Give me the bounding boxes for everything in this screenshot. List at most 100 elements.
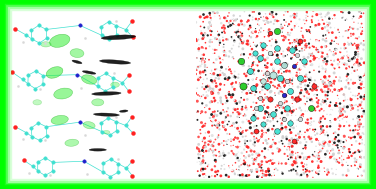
Point <box>220 152 226 155</box>
Point <box>226 152 232 155</box>
Point <box>205 94 211 97</box>
Point <box>321 144 327 147</box>
Point <box>322 57 328 60</box>
Point <box>358 174 364 177</box>
Point <box>341 146 347 149</box>
Point <box>193 84 199 88</box>
Point <box>193 111 199 114</box>
Point <box>217 88 223 91</box>
Point <box>272 116 278 119</box>
Point <box>318 102 324 105</box>
Point <box>336 122 342 125</box>
Point <box>350 33 356 36</box>
Point <box>344 115 350 118</box>
Point <box>254 44 260 47</box>
Point <box>303 140 309 143</box>
Point <box>316 149 322 152</box>
Point <box>288 169 294 172</box>
Point <box>206 45 212 48</box>
Point <box>328 42 334 45</box>
Point <box>285 91 291 94</box>
Point <box>308 79 314 82</box>
Point <box>294 172 300 175</box>
Point <box>359 174 365 177</box>
Point <box>217 90 223 93</box>
Point <box>321 60 327 64</box>
Point <box>208 17 214 20</box>
Point <box>263 174 269 177</box>
Point <box>330 172 336 175</box>
Point <box>211 73 217 76</box>
Point <box>199 174 205 177</box>
Point <box>268 20 274 23</box>
Point <box>220 36 226 39</box>
Point <box>305 11 311 14</box>
Point <box>246 65 252 68</box>
Point <box>295 167 301 170</box>
Point <box>274 115 280 118</box>
Point <box>361 133 367 136</box>
Point <box>232 19 238 22</box>
Point <box>256 138 262 141</box>
Point <box>274 30 280 33</box>
Point <box>202 41 208 44</box>
Point <box>259 85 265 88</box>
Point <box>328 10 334 13</box>
Point <box>271 22 277 25</box>
Point <box>282 99 288 102</box>
Point <box>299 26 305 29</box>
Point <box>199 148 205 151</box>
Point <box>213 48 219 51</box>
Point <box>307 154 313 157</box>
Point <box>267 52 273 55</box>
Point <box>268 174 274 177</box>
Point <box>221 24 227 27</box>
Point <box>213 82 219 85</box>
Point <box>350 82 356 85</box>
Point <box>288 57 294 60</box>
Point <box>202 142 208 145</box>
Point <box>321 30 327 33</box>
Point <box>199 53 205 56</box>
Point <box>285 111 291 114</box>
Point <box>202 167 208 170</box>
Point <box>355 94 361 97</box>
Point <box>253 57 259 60</box>
Point <box>348 78 354 81</box>
Point <box>217 41 223 44</box>
Point <box>209 124 215 127</box>
Point <box>218 174 224 177</box>
Point <box>235 26 241 29</box>
Point <box>253 172 259 175</box>
Point <box>280 135 286 138</box>
Point <box>221 163 227 166</box>
Point <box>298 30 304 33</box>
Point <box>355 129 361 132</box>
Point <box>202 22 208 26</box>
Point <box>295 139 301 142</box>
Point <box>210 94 216 97</box>
Point <box>306 30 312 33</box>
Point <box>284 134 290 137</box>
Point <box>294 43 300 46</box>
Point <box>197 70 203 74</box>
Point <box>273 113 279 116</box>
Point <box>216 150 222 153</box>
Point <box>203 174 209 177</box>
Point <box>249 31 255 34</box>
Point <box>253 85 259 88</box>
Point <box>203 50 209 53</box>
Point <box>271 174 277 177</box>
Point <box>267 77 273 80</box>
Point <box>361 110 367 113</box>
Point <box>271 85 277 88</box>
Point <box>343 71 349 74</box>
Point <box>351 70 357 73</box>
Point <box>236 73 242 76</box>
Point <box>211 154 217 157</box>
Point <box>302 44 308 47</box>
Point <box>314 56 320 59</box>
Point <box>323 62 329 65</box>
Point <box>236 23 242 26</box>
Point <box>255 163 261 166</box>
